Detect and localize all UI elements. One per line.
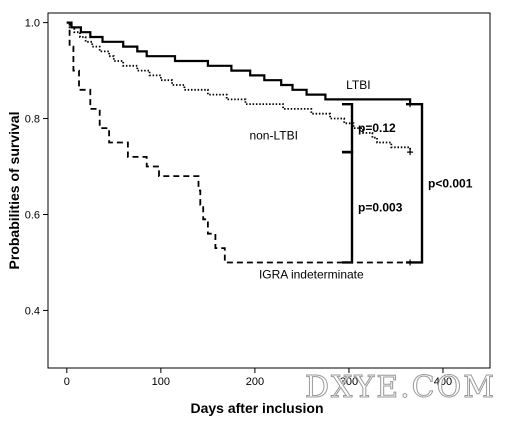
p-value-label: p<0.001 bbox=[428, 176, 473, 190]
y-tick-label: 0.8 bbox=[25, 114, 40, 126]
p-value-label: p=0.12 bbox=[358, 121, 396, 135]
x-axis-title: Days after inclusion bbox=[190, 400, 323, 416]
censor-mark bbox=[407, 149, 414, 156]
x-tick-label: 200 bbox=[246, 376, 264, 388]
p-value-label: p=0.003 bbox=[358, 200, 403, 214]
x-tick-label: 100 bbox=[152, 376, 170, 388]
series-label: LTBI bbox=[346, 78, 370, 92]
significance-bracket bbox=[342, 102, 354, 154]
watermark-text: DXYE.COM bbox=[305, 370, 496, 405]
significance-bracket bbox=[342, 150, 354, 264]
series-line-ltbi bbox=[66, 21, 412, 105]
y-tick-label: 0.4 bbox=[25, 305, 40, 317]
y-axis-title: Probabilities of survival bbox=[6, 112, 22, 270]
y-tick-label: 1.0 bbox=[25, 18, 40, 30]
series-line-igra-indeterminate bbox=[66, 21, 411, 264]
series-label: non-LTBI bbox=[249, 128, 297, 142]
plot-frame bbox=[47, 12, 491, 369]
y-tick-label: 0.6 bbox=[25, 209, 40, 221]
series-label: IGRA indeterminate bbox=[259, 267, 364, 281]
significance-bracket bbox=[406, 102, 424, 264]
x-tick-label: 400 bbox=[434, 376, 452, 388]
x-tick-label: 0 bbox=[64, 376, 70, 388]
x-tick-label: 300 bbox=[340, 376, 358, 388]
